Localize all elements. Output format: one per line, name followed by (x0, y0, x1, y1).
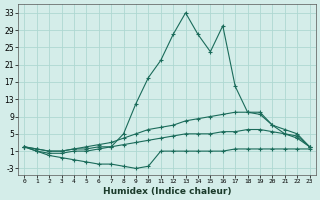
X-axis label: Humidex (Indice chaleur): Humidex (Indice chaleur) (103, 187, 231, 196)
